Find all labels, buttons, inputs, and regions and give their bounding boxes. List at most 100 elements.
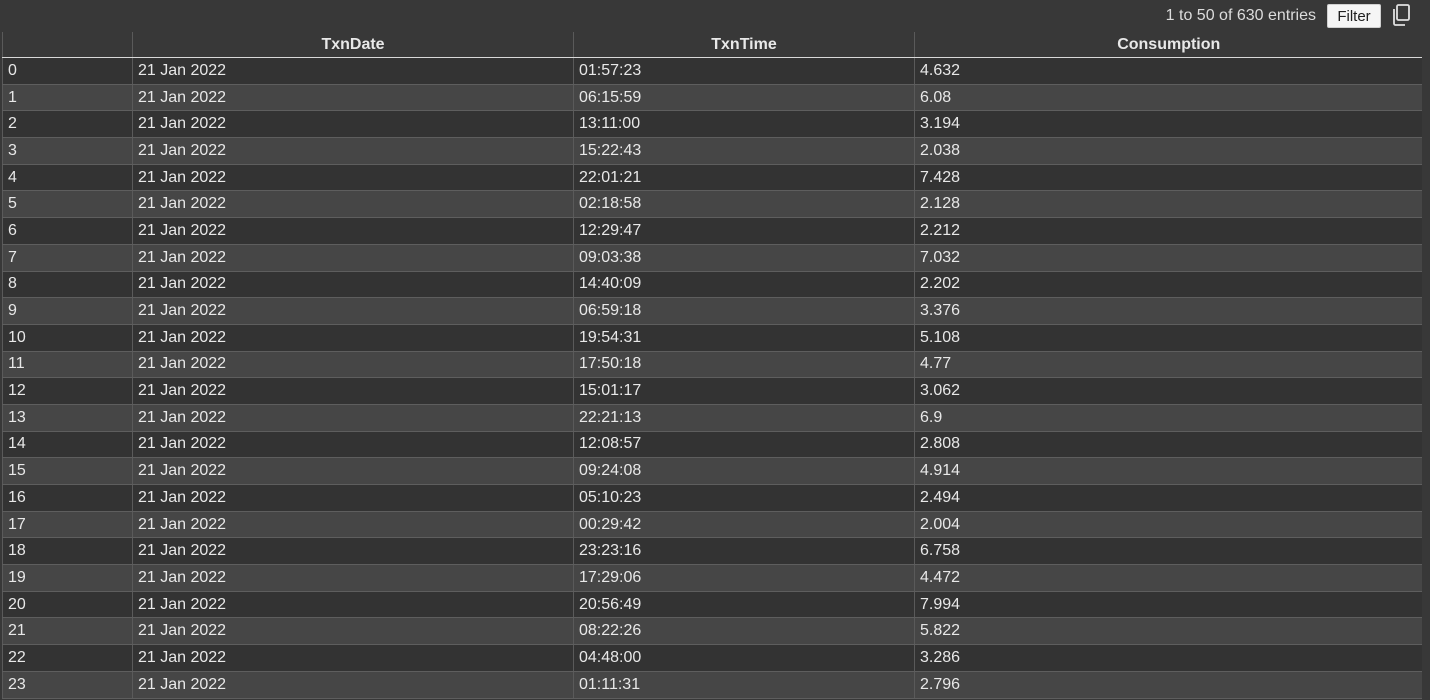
column-header-index[interactable]: [2, 32, 133, 58]
cell-txndate: 21 Jan 2022: [132, 190, 574, 219]
cell-consumption: 4.77: [914, 351, 1422, 379]
cell-txntime: 13:11:00: [573, 110, 915, 139]
cell-consumption: 7.032: [914, 244, 1422, 272]
cell-consumption: 7.994: [914, 591, 1422, 619]
cell-index: 16: [2, 484, 133, 512]
cell-txndate: 21 Jan 2022: [132, 324, 574, 352]
table-row[interactable]: 14 21 Jan 2022 12:08:57 2.808: [2, 431, 1422, 459]
cell-consumption: 3.062: [914, 377, 1422, 405]
header-row: TxnDate TxnTime Consumption: [2, 32, 1422, 58]
cell-index: 5: [2, 190, 133, 219]
cell-txndate: 21 Jan 2022: [132, 84, 574, 112]
cell-txntime: 22:21:13: [573, 404, 915, 432]
cell-index: 6: [2, 217, 133, 245]
cell-index: 19: [2, 564, 133, 592]
column-header-txndate[interactable]: TxnDate: [132, 32, 574, 58]
cell-txndate: 21 Jan 2022: [132, 244, 574, 272]
table-row[interactable]: 9 21 Jan 2022 06:59:18 3.376: [2, 297, 1422, 325]
cell-index: 13: [2, 404, 133, 432]
cell-index: 0: [2, 57, 133, 85]
cell-txntime: 01:11:31: [573, 671, 915, 699]
table-row[interactable]: 7 21 Jan 2022 09:03:38 7.032: [2, 244, 1422, 272]
cell-consumption: 2.202: [914, 271, 1422, 299]
cell-txntime: 04:48:00: [573, 644, 915, 672]
cell-txndate: 21 Jan 2022: [132, 351, 574, 379]
cell-index: 20: [2, 591, 133, 619]
cell-txntime: 20:56:49: [573, 591, 915, 619]
cell-index: 22: [2, 644, 133, 672]
cell-consumption: 3.286: [914, 644, 1422, 672]
table-row[interactable]: 16 21 Jan 2022 05:10:23 2.494: [2, 484, 1422, 512]
cell-txndate: 21 Jan 2022: [132, 431, 574, 459]
cell-txntime: 17:29:06: [573, 564, 915, 592]
copy-icon[interactable]: [1390, 3, 1412, 27]
table-row[interactable]: 12 21 Jan 2022 15:01:17 3.062: [2, 377, 1422, 405]
cell-txntime: 00:29:42: [573, 511, 915, 539]
cell-txntime: 23:23:16: [573, 537, 915, 566]
entries-count: 1 to 50 of 630 entries: [1165, 7, 1316, 24]
table-row[interactable]: 17 21 Jan 2022 00:29:42 2.004: [2, 511, 1422, 539]
cell-index: 11: [2, 351, 133, 379]
table-row[interactable]: 2 21 Jan 2022 13:11:00 3.194: [2, 110, 1422, 139]
cell-txntime: 15:22:43: [573, 137, 915, 165]
cell-consumption: 4.632: [914, 57, 1422, 85]
table-row[interactable]: 11 21 Jan 2022 17:50:18 4.77: [2, 351, 1422, 379]
cell-txndate: 21 Jan 2022: [132, 404, 574, 432]
table-row[interactable]: 5 21 Jan 2022 02:18:58 2.128: [2, 190, 1422, 219]
cell-consumption: 6.08: [914, 84, 1422, 112]
table-row[interactable]: 10 21 Jan 2022 19:54:31 5.108: [2, 324, 1422, 352]
cell-consumption: 4.914: [914, 457, 1422, 485]
cell-txntime: 08:22:26: [573, 617, 915, 646]
cell-index: 7: [2, 244, 133, 272]
cell-txndate: 21 Jan 2022: [132, 457, 574, 485]
cell-consumption: 6.758: [914, 537, 1422, 566]
column-header-txntime[interactable]: TxnTime: [573, 32, 915, 58]
table-row[interactable]: 20 21 Jan 2022 20:56:49 7.994: [2, 591, 1422, 619]
cell-txndate: 21 Jan 2022: [132, 297, 574, 325]
cell-index: 23: [2, 671, 133, 699]
cell-index: 17: [2, 511, 133, 539]
cell-txntime: 06:15:59: [573, 84, 915, 112]
table-row[interactable]: 21 21 Jan 2022 08:22:26 5.822: [2, 617, 1422, 646]
table-row[interactable]: 1 21 Jan 2022 06:15:59 6.08: [2, 84, 1422, 112]
cell-consumption: 6.9: [914, 404, 1422, 432]
table-row[interactable]: 3 21 Jan 2022 15:22:43 2.038: [2, 137, 1422, 165]
table-row[interactable]: 15 21 Jan 2022 09:24:08 4.914: [2, 457, 1422, 485]
table-row[interactable]: 19 21 Jan 2022 17:29:06 4.472: [2, 564, 1422, 592]
table-row[interactable]: 13 21 Jan 2022 22:21:13 6.9: [2, 404, 1422, 432]
cell-index: 8: [2, 271, 133, 299]
table-row[interactable]: 4 21 Jan 2022 22:01:21 7.428: [2, 164, 1422, 192]
cell-consumption: 4.472: [914, 564, 1422, 592]
cell-txntime: 14:40:09: [573, 271, 915, 299]
cell-index: 2: [2, 110, 133, 139]
cell-txndate: 21 Jan 2022: [132, 644, 574, 672]
data-table: TxnDate TxnTime Consumption 0 21 Jan 2022…: [2, 32, 1422, 699]
table-row[interactable]: 23 21 Jan 2022 01:11:31 2.796: [2, 671, 1422, 699]
table-row[interactable]: 22 21 Jan 2022 04:48:00 3.286: [2, 644, 1422, 672]
cell-txndate: 21 Jan 2022: [132, 671, 574, 699]
cell-txntime: 19:54:31: [573, 324, 915, 352]
cell-txndate: 21 Jan 2022: [132, 57, 574, 85]
cell-consumption: 3.194: [914, 110, 1422, 139]
table-row[interactable]: 18 21 Jan 2022 23:23:16 6.758: [2, 537, 1422, 566]
cell-txntime: 01:57:23: [573, 57, 915, 85]
table-row[interactable]: 8 21 Jan 2022 14:40:09 2.202: [2, 271, 1422, 299]
cell-consumption: 2.494: [914, 484, 1422, 512]
cell-txndate: 21 Jan 2022: [132, 484, 574, 512]
cell-txntime: 06:59:18: [573, 297, 915, 325]
filter-button[interactable]: Filter: [1327, 4, 1381, 28]
cell-consumption: 7.428: [914, 164, 1422, 192]
cell-txndate: 21 Jan 2022: [132, 564, 574, 592]
cell-consumption: 2.004: [914, 511, 1422, 539]
data-table-container: TxnDate TxnTime Consumption 0 21 Jan 2022…: [2, 32, 1422, 700]
table-row[interactable]: 6 21 Jan 2022 12:29:47 2.212: [2, 217, 1422, 245]
cell-txndate: 21 Jan 2022: [132, 217, 574, 245]
table-row[interactable]: 0 21 Jan 2022 01:57:23 4.632: [2, 57, 1422, 85]
cell-index: 15: [2, 457, 133, 485]
cell-consumption: 5.108: [914, 324, 1422, 352]
cell-txndate: 21 Jan 2022: [132, 137, 574, 165]
cell-index: 3: [2, 137, 133, 165]
cell-txndate: 21 Jan 2022: [132, 164, 574, 192]
cell-txntime: 22:01:21: [573, 164, 915, 192]
column-header-consumption[interactable]: Consumption: [914, 32, 1422, 58]
